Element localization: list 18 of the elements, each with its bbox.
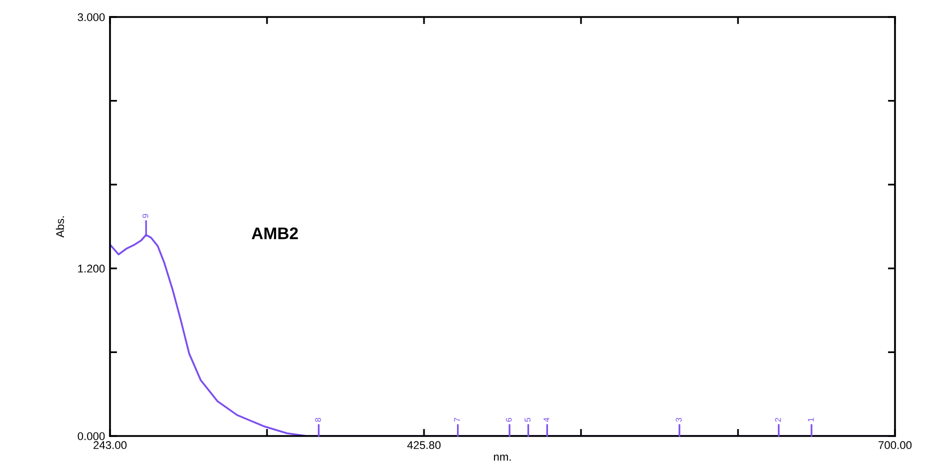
annotation: 4 — [544, 418, 550, 422]
x-tick-label: 425.80 — [407, 441, 441, 450]
annotation: 6 — [506, 418, 512, 422]
annotation: 8 — [315, 418, 321, 422]
x-axis-title: nm. — [494, 454, 511, 461]
y-tick-label: 1.200 — [78, 264, 105, 273]
annotation: 2 — [775, 418, 781, 422]
y-tick-label: 0.000 — [78, 432, 105, 440]
x-tick-label: 243.00 — [94, 441, 127, 450]
annotation: 5 — [524, 418, 531, 422]
annotation: 7 — [454, 418, 460, 422]
annotation: 3 — [676, 418, 682, 422]
y-axis-title: Abs. — [56, 216, 64, 238]
annotation: AMB2 — [252, 227, 298, 240]
annotation: 1 — [808, 418, 814, 422]
y-tick-label: 3.000 — [78, 13, 105, 22]
annotation: 9 — [142, 214, 148, 218]
x-tick-label: 700.00 — [878, 441, 912, 450]
